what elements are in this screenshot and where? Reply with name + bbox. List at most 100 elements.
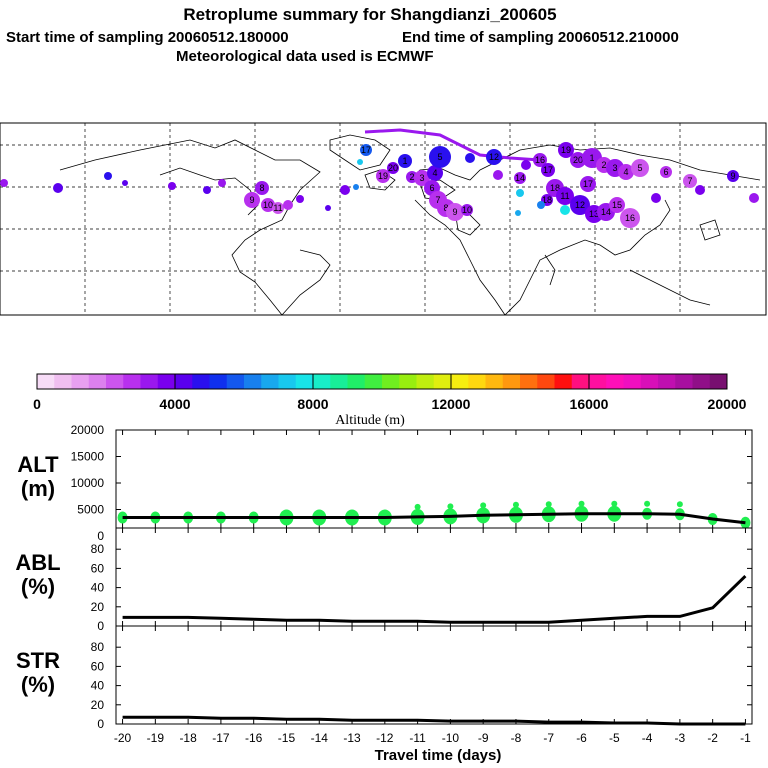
cluster-label: 20	[388, 163, 398, 173]
cluster-circle	[261, 198, 275, 212]
alt-point-upper	[414, 503, 421, 510]
x-tick-label: -20	[114, 731, 132, 745]
plume-trajectory	[364, 128, 541, 162]
colorbar-swatch	[347, 374, 366, 389]
cluster-circle	[560, 205, 570, 215]
cluster-circle	[558, 142, 574, 158]
panel-label: ALT	[17, 452, 59, 477]
alt-point-upper	[512, 501, 519, 508]
cluster-circle	[0, 179, 8, 187]
colorbar-swatch	[157, 374, 176, 389]
cluster-label: 7	[687, 176, 692, 186]
cluster-circle	[570, 152, 586, 168]
colorbar-swatch	[640, 374, 659, 389]
cluster-circle	[620, 208, 640, 228]
cluster-label: 2	[409, 172, 414, 182]
colorbar-swatch	[399, 374, 417, 389]
colorbar-tick-label: 0	[33, 396, 41, 412]
cluster-label: 3	[419, 173, 424, 183]
cluster-label: 12	[575, 200, 585, 210]
x-tick-label: -15	[278, 731, 296, 745]
cluster-circle	[353, 184, 359, 190]
cluster-label: 17	[583, 179, 593, 189]
y-tick-label: 0	[97, 529, 104, 543]
colorbar-tick-label: 8000	[297, 396, 328, 412]
colorbar-swatch	[364, 374, 383, 389]
cluster-circle	[325, 205, 331, 211]
series-line-alt	[122, 512, 746, 525]
cluster-circle	[515, 210, 521, 216]
y-tick-label: 80	[91, 542, 105, 556]
cluster-circle	[203, 186, 211, 194]
x-axis-title: Travel time (days)	[375, 747, 502, 764]
cluster-label: 5	[437, 152, 442, 162]
panel-alt: 0 5000 10000 15000 20000 ALT(m)	[17, 423, 753, 543]
cluster-circle	[255, 181, 269, 195]
y-tick-label: 60	[91, 561, 105, 575]
colorbar-swatch	[468, 374, 486, 389]
cluster-label: 4	[623, 167, 628, 177]
cluster-circle	[272, 202, 284, 214]
cluster-circle	[387, 162, 399, 174]
cluster-label: 15	[612, 200, 622, 210]
x-tick-label: -10	[442, 731, 460, 745]
sampling-start: Start time of sampling 20060512.180000	[6, 29, 289, 46]
cluster-circle	[53, 183, 63, 193]
y-tick-label: 40	[91, 581, 105, 595]
cluster-circle	[727, 170, 739, 182]
colorbar-swatch	[106, 374, 124, 389]
cluster-label: 4	[432, 168, 437, 178]
y-tick-label: 20	[91, 600, 105, 614]
cluster-label: 16	[535, 155, 545, 165]
cluster-circle	[580, 176, 596, 192]
cluster-circle	[493, 170, 503, 180]
cluster-label: 8	[259, 183, 264, 193]
cluster-circle	[521, 160, 531, 170]
cluster-label: 10	[462, 205, 472, 215]
cluster-label: 18	[550, 183, 560, 193]
y-tick-label: 15000	[71, 450, 105, 464]
y-tick-label: 10000	[71, 476, 105, 490]
panel-frame	[115, 625, 753, 725]
cluster-label: 9	[249, 195, 254, 205]
colorbar-tick-label: 4000	[159, 396, 190, 412]
cluster-label: 19	[561, 145, 571, 155]
x-tick-label: -13	[343, 731, 361, 745]
cluster-label: 5	[637, 163, 642, 173]
alt-point-upper	[578, 500, 585, 507]
map-coastlines	[59, 134, 761, 316]
colorbar-swatch	[175, 374, 193, 389]
series-line-abl	[122, 575, 747, 624]
x-tick-label: -16	[245, 731, 263, 745]
cluster-circle	[168, 182, 176, 190]
alt-point	[740, 516, 751, 529]
met-data-label: Meteorological data used is ECMWF	[176, 48, 434, 65]
panel-abl: 0 20 40 60 80 ABL(%)	[15, 527, 753, 633]
y-tick-label: 0	[97, 619, 104, 633]
colorbar-swatch	[71, 374, 90, 389]
cluster-label: 1	[402, 156, 407, 166]
colorbar-swatch	[451, 374, 469, 389]
y-tick-label: 20000	[71, 423, 105, 437]
cluster-circle	[340, 185, 350, 195]
x-tick-label: -11	[409, 731, 426, 745]
cluster-label: 9	[452, 207, 457, 217]
panel-label: ABL	[15, 550, 60, 575]
cluster-circle	[486, 149, 502, 165]
panel-str: 0 20 40 60 80 STR(%) -20 -19 -18 -17 -16 -15 -14 -13 -…	[16, 625, 753, 764]
cluster-label: 18	[542, 195, 552, 205]
alt-point-upper	[676, 501, 683, 508]
cluster-circle	[376, 169, 390, 183]
cluster-circle	[514, 172, 526, 184]
timeseries-panels: 05000100001500020000ALT(m)020406080ABL(%…	[15, 423, 753, 764]
cluster-circle	[465, 153, 475, 163]
colorbar-swatch	[485, 374, 504, 389]
colorbar-swatch	[278, 374, 297, 389]
series-line-str	[122, 715, 746, 726]
cluster-label: 2	[601, 160, 606, 170]
cluster-circle	[695, 185, 705, 195]
x-tick-label: -18	[179, 731, 197, 745]
y-tick-label: 40	[91, 679, 105, 693]
map-frame	[0, 122, 767, 316]
